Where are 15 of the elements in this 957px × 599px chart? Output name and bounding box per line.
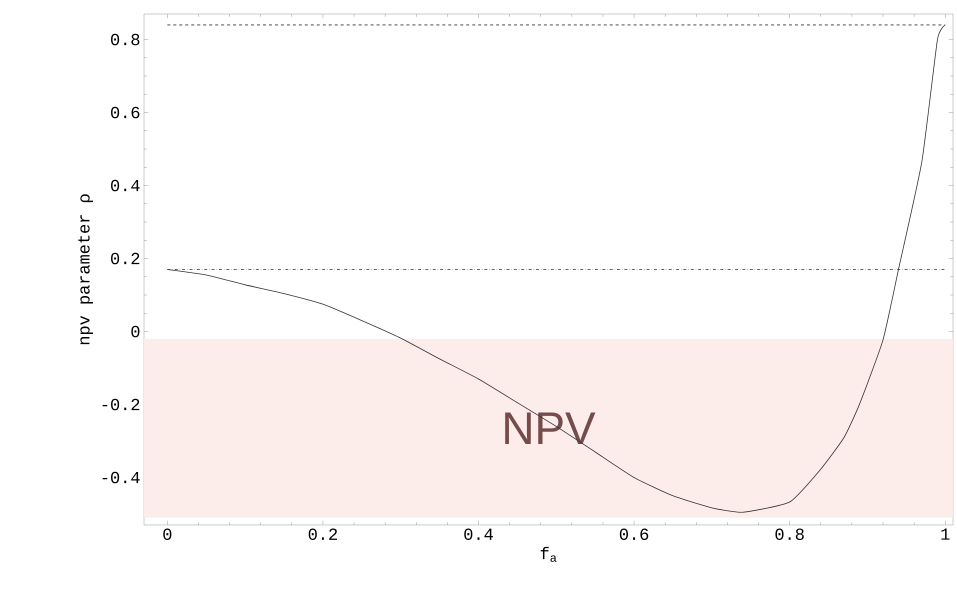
x-tick-label: 0.8	[775, 528, 804, 540]
y-tick-label: 0.6	[111, 106, 140, 118]
x-axis-title: f$_{a}$	[540, 546, 557, 562]
y-tick-label: 0	[131, 326, 140, 338]
x-tick-label: 0.2	[308, 528, 337, 540]
x-tick-label: 0	[163, 528, 172, 540]
x-tick-label: 1	[941, 528, 950, 540]
x-tick-label: 0.4	[464, 528, 493, 540]
y-tick-label: -0.2	[102, 398, 140, 410]
y-tick-label: 0.8	[111, 34, 140, 46]
y-tick-label: 0.4	[111, 180, 140, 192]
y-tick-label: 0.2	[111, 252, 140, 264]
x-tick-label: 0.6	[620, 528, 648, 540]
y-axis-title: npv parameter ρ	[78, 194, 93, 344]
y-tick-label: -0.4	[102, 472, 140, 484]
